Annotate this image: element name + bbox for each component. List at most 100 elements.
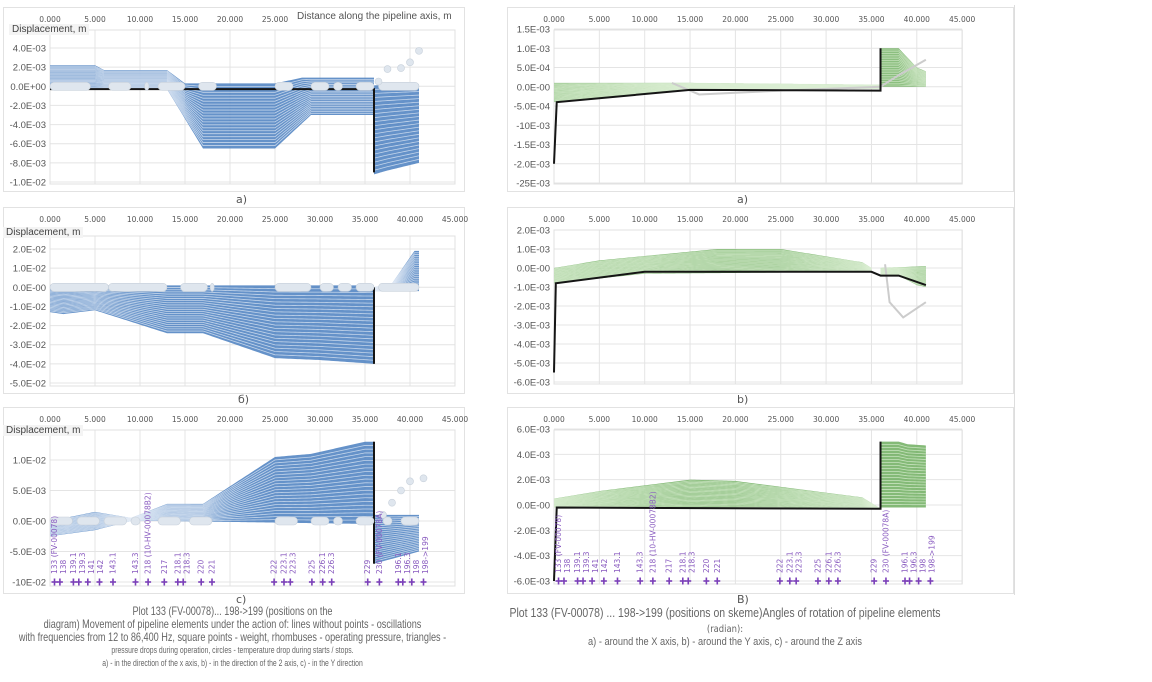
chart-svg: 0.000 5.000 10.000 15.000 20.000 25.000 30.000…: [10, 415, 469, 589]
x-tick-label: 15.000: [172, 215, 198, 224]
series-line: [880, 498, 926, 500]
gray-series-line: [671, 58, 927, 96]
x-tick-label: 10.000: [127, 215, 153, 224]
x-tick-label: 10.000: [632, 415, 658, 424]
x-tick-label: 40.000: [397, 215, 423, 224]
series-line: [553, 250, 872, 270]
series-line: [50, 86, 374, 143]
series-line: [49, 307, 375, 358]
point-label: 221: [208, 559, 217, 574]
plus-marker-icon: [776, 577, 783, 585]
series-line: [553, 489, 881, 510]
y-tick-label: 0.0E-00: [517, 82, 550, 93]
caption-right-c: B): [737, 593, 749, 606]
series-line: [49, 459, 375, 525]
pressure-marker: [397, 486, 405, 495]
series-line: [553, 494, 881, 510]
series-line: [553, 488, 881, 510]
y-tick-label: 4.0E-03: [13, 44, 46, 55]
weight-marker: [382, 516, 393, 526]
point-label: 143.1: [109, 552, 118, 574]
series-line: [880, 72, 926, 82]
plus-marker-icon: [70, 578, 77, 586]
point-label: 230 (FV-00078A): [881, 510, 890, 573]
plus-marker-icon: [589, 577, 596, 585]
series-line: [880, 486, 926, 489]
pressure-marker: [383, 65, 392, 73]
x-tick-label: 5.000: [589, 15, 611, 24]
x-tick-label: 45.000: [949, 415, 975, 424]
y-tick-label: -5.0E-04: [514, 102, 550, 113]
series-line: [49, 294, 375, 315]
point-label: 230 (FV-00078A): [375, 511, 384, 574]
series-line: [373, 112, 420, 119]
plus-marker-icon: [649, 577, 656, 585]
x-tick-label: 25.000: [262, 215, 288, 224]
chart-left-c: 0.000 5.000 10.000 15.000 20.000 25.000 30.000…: [3, 407, 469, 594]
series-line: [49, 467, 375, 527]
x-tick-label: 10.000: [127, 415, 153, 424]
series-line: [50, 75, 374, 114]
series-line: [373, 526, 420, 531]
point-label: 225: [813, 558, 822, 573]
plus-marker-icon: [666, 577, 673, 585]
y-tick-label: 0.0E-00: [13, 283, 46, 294]
x-axis-title: Distance along the pipeline axis, m: [297, 11, 452, 22]
series-line: [49, 497, 375, 532]
caption-line: pressure drops during operation, circles…: [111, 645, 354, 655]
point-label: 223.3: [289, 552, 298, 574]
right-figure-caption: Plot 133 (FV-00078) ... 198->199 (positi…: [509, 607, 940, 649]
plus-marker-icon: [328, 578, 335, 586]
series-line: [880, 84, 926, 87]
series-line: [373, 541, 420, 551]
y-tick-label: 0.0E-00: [517, 264, 550, 275]
series-line: [50, 81, 374, 129]
y-tick-label: 1.0E-02: [13, 264, 46, 275]
pressure-marker: [415, 47, 423, 55]
series-line: [373, 101, 420, 106]
series-line: [49, 298, 375, 329]
series-line: [553, 485, 881, 510]
series-line: [49, 300, 375, 336]
y-tick-label: -4.0E-03: [514, 340, 550, 351]
plus-marker-icon: [714, 577, 721, 585]
plot-area: [553, 229, 963, 385]
y-tick-label: 2.0E-02: [13, 245, 46, 256]
x-tick-label: 30.000: [307, 415, 333, 424]
series-line: [880, 495, 926, 497]
caption-left-c: c): [236, 593, 247, 606]
series-line: [553, 261, 872, 277]
plus-marker-icon: [825, 577, 832, 585]
series-line: [373, 532, 420, 540]
series-line: [553, 490, 881, 510]
series-line: [49, 452, 375, 524]
plus-marker-icon: [308, 578, 315, 586]
series-line: [49, 448, 375, 523]
chart-left-b: 0.000 5.000 10.000 15.000 20.000 25.000 30.000…: [3, 207, 468, 394]
series-line: [373, 531, 420, 538]
chart-right-a: 0.000 5.000 10.000 15.000 20.000 25.000 30.000…: [507, 7, 1014, 192]
series-line: [50, 82, 374, 132]
point-label: 223.1: [785, 551, 794, 573]
series-line: [553, 499, 881, 510]
caption-line: diagram) Movement of pipeline elements u…: [43, 617, 422, 631]
chart-svg: 0.000 5.000 10.000 15.000 20.000 25.000 4.0E-0…: [10, 15, 456, 189]
series-line: [880, 79, 926, 85]
series-line: [553, 481, 881, 510]
series-line: [553, 484, 881, 510]
y-tick-label: -4.0E-03: [514, 551, 550, 562]
series-line: [373, 524, 420, 529]
pressure-marker: [379, 511, 387, 519]
series-line: [553, 483, 881, 510]
point-label: 198: [412, 559, 421, 574]
plus-marker-icon: [132, 578, 139, 586]
series-line: [880, 82, 926, 86]
caption-line: Plot 133 (FV-00078) ... 198->199 (positi…: [509, 606, 941, 620]
y-tick-label: -4.0E-03: [10, 120, 46, 131]
series-line: [50, 78, 374, 123]
pressure-marker: [374, 77, 383, 86]
plot-area: [49, 429, 456, 587]
edge-series-line: [553, 270, 927, 373]
plus-marker-icon: [871, 577, 878, 585]
plus-marker-icon: [793, 577, 800, 585]
